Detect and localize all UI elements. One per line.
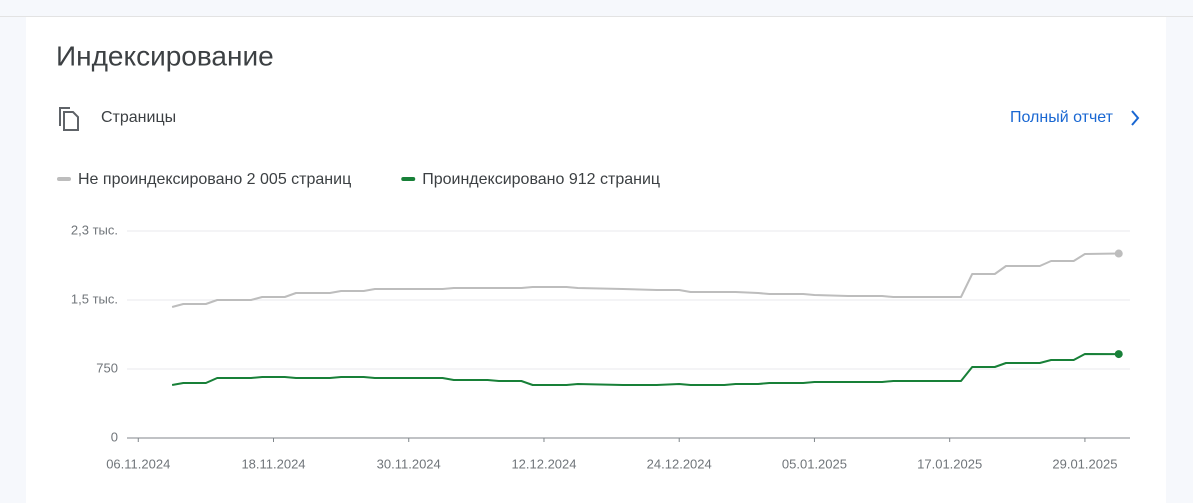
y-tick-label: 750 [96, 360, 118, 375]
x-tick-label: 06.11.2024 [106, 456, 170, 471]
card [26, 17, 1166, 503]
y-tick-label: 1,5 тыс. [71, 291, 118, 306]
section-label: Страницы [101, 109, 176, 126]
full-report-link[interactable]: Полный отчет [1010, 109, 1114, 126]
x-tick-label: 17.01.2025 [917, 456, 982, 471]
legend-label: Проиндексировано 912 страниц [422, 171, 660, 188]
x-tick-label: 18.11.2024 [241, 456, 305, 471]
end-point [1114, 350, 1123, 359]
card-title: Индексирование [56, 40, 274, 71]
x-tick-label: 12.12.2024 [511, 456, 576, 471]
legend-label: Не проиндексировано 2 005 страниц [78, 171, 351, 188]
series-line [171, 252, 1119, 308]
x-tick-label: 05.01.2025 [782, 456, 847, 471]
y-tick-label: 2,3 тыс. [71, 222, 118, 237]
x-tick-label: 29.01.2025 [1052, 456, 1117, 471]
y-tick-label: 0 [111, 429, 118, 444]
pages-icon [59, 107, 79, 131]
top-bar [0, 0, 1193, 17]
chevron[interactable] [1131, 110, 1140, 126]
x-tick-label: 30.11.2024 [377, 456, 441, 471]
series-line [171, 353, 1119, 386]
end-point [1114, 249, 1123, 258]
x-tick-label: 24.12.2024 [647, 456, 712, 471]
